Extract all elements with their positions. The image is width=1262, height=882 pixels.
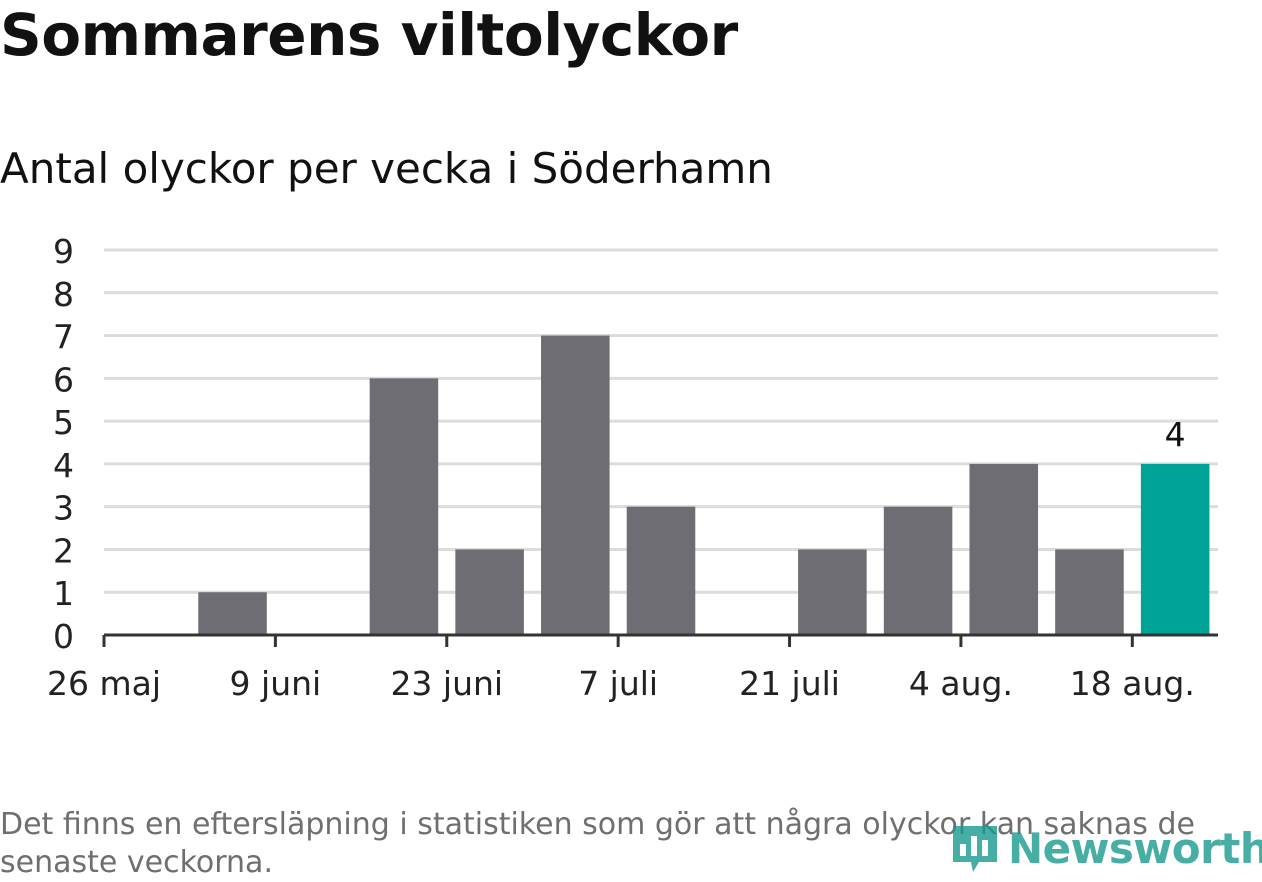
bar bbox=[198, 592, 267, 635]
chart-subtitle: Antal olyckor per vecka i Söderhamn bbox=[0, 144, 773, 193]
x-tick-label: 18 aug. bbox=[1070, 664, 1195, 703]
x-tick-label: 7 juli bbox=[578, 664, 658, 703]
bar bbox=[1055, 549, 1124, 635]
newsworthy-logo: Newsworthy bbox=[950, 818, 1262, 878]
y-tick-label: 7 bbox=[53, 318, 74, 357]
y-tick-label: 3 bbox=[53, 489, 74, 528]
bar bbox=[455, 549, 524, 635]
bar bbox=[626, 506, 696, 635]
x-tick-label: 21 juli bbox=[739, 664, 840, 703]
footnote: Det finns en eftersläpning i statistiken… bbox=[0, 807, 1195, 880]
bar bbox=[969, 463, 1039, 635]
bar bbox=[369, 378, 439, 635]
bar bbox=[1140, 463, 1210, 635]
data-label: 4 bbox=[1165, 415, 1186, 454]
y-tick-label: 2 bbox=[53, 531, 74, 570]
y-tick-label: 9 bbox=[53, 232, 74, 271]
grid-lines bbox=[104, 248, 1218, 594]
y-tick-label: 8 bbox=[53, 275, 74, 314]
data-labels: 4 bbox=[1165, 415, 1186, 454]
logo-text: Newsworthy bbox=[1008, 823, 1262, 873]
x-tick-label: 26 maj bbox=[47, 664, 161, 703]
y-tick-label: 6 bbox=[53, 360, 74, 399]
y-tick-label: 0 bbox=[53, 617, 74, 656]
x-tick-label: 9 juni bbox=[230, 664, 322, 703]
y-tick-label: 4 bbox=[53, 446, 74, 485]
x-axis-ticks: 26 maj 9 juni 23 juni 7 juli 21 juli 4 aug. 18… bbox=[47, 635, 1195, 703]
logo-icon bbox=[953, 826, 997, 872]
bar bbox=[798, 549, 867, 635]
bars bbox=[198, 335, 1210, 635]
bar bbox=[541, 335, 610, 635]
x-tick-label: 4 aug. bbox=[909, 664, 1013, 703]
y-tick-label: 1 bbox=[53, 574, 74, 613]
chart-title: Sommarens viltolyckor bbox=[0, 1, 738, 69]
x-tick-label: 23 juni bbox=[390, 664, 503, 703]
bar bbox=[883, 506, 953, 635]
y-tick-label: 5 bbox=[53, 403, 74, 442]
